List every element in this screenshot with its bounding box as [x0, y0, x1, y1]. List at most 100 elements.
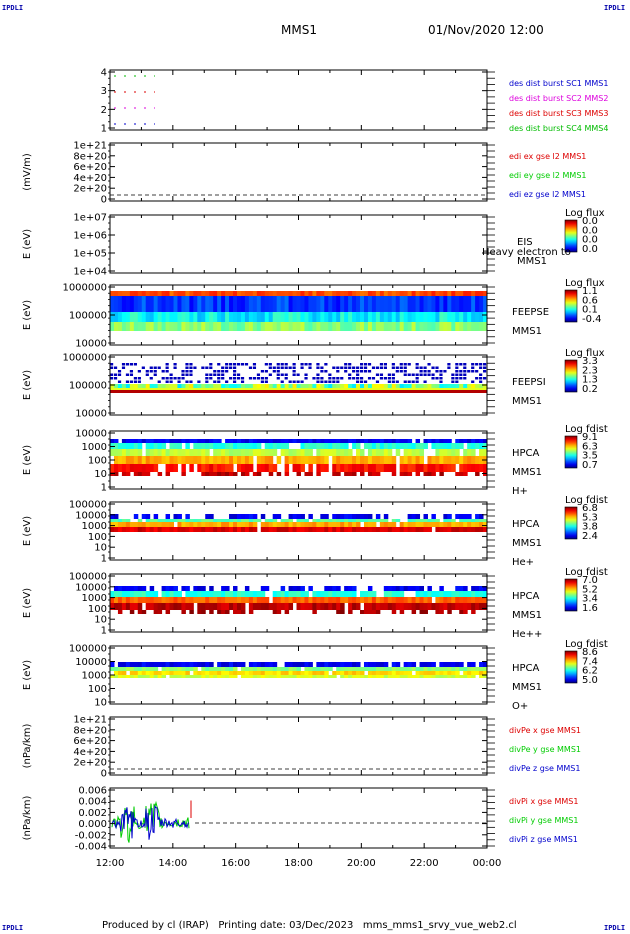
heatmap-cell: [149, 586, 155, 591]
heatmap-cell: [471, 519, 476, 522]
heatmap-cell: [403, 667, 409, 671]
heatmap-cell: [367, 322, 373, 331]
heatmap-cell: [173, 439, 178, 443]
heatmap-cell: [344, 370, 348, 373]
colorbar-tick-label: 3.8: [582, 522, 598, 533]
heatmap-cell: [459, 373, 463, 376]
heatmap-cell: [225, 675, 230, 678]
heatmap-cell: [447, 519, 452, 522]
heatmap-cell: [209, 312, 214, 322]
heatmap-cell: [475, 296, 480, 312]
heatmap-cell: [225, 519, 230, 522]
heatmap-cell: [177, 312, 182, 322]
heatmap-cell: [113, 296, 119, 312]
panel-label: MMS1: [512, 682, 542, 693]
heatmap-cell: [387, 449, 393, 456]
heatmap-cell: [455, 377, 459, 380]
heatmap-cell: [276, 322, 282, 331]
heatmap-cell: [205, 464, 210, 472]
heatmap-cell: [479, 380, 483, 383]
heatmap-cell: [280, 667, 286, 671]
heatmap-cell: [153, 390, 159, 393]
heatmap-cell: [360, 363, 364, 366]
heatmap-cell: [316, 439, 321, 443]
heatmap-cell: [193, 519, 198, 522]
heatmap-cell: [173, 603, 178, 610]
heatmap-cell: [415, 380, 419, 383]
heatmap-cell: [475, 603, 480, 610]
heatmap-cell: [379, 597, 385, 603]
heatmap-cell: [213, 597, 218, 603]
heatmap-cell: [348, 366, 352, 369]
heatmap-cell: [256, 296, 262, 312]
heatmap-cell: [344, 312, 349, 322]
heatmap-cell: [419, 390, 425, 393]
colorbar-title: Log fdist: [565, 495, 608, 506]
heatmap-cell: [352, 370, 356, 373]
heatmap-cell: [423, 370, 427, 373]
heatmap-cell: [467, 522, 472, 527]
heatmap-cell: [399, 443, 405, 449]
heatmap-cell: [435, 591, 440, 597]
heatmap-cell: [185, 384, 190, 388]
heatmap-cell: [137, 439, 143, 443]
heatmap-cell: [455, 363, 459, 366]
heatmap-cell: [129, 610, 135, 614]
heatmap-cell: [145, 312, 151, 322]
heatmap-cell: [248, 449, 254, 456]
heatmap-cell: [193, 312, 198, 322]
heatmap-cell: [391, 439, 397, 443]
heatmap-cell: [407, 449, 413, 456]
heatmap-cell: [161, 384, 167, 388]
heatmap-cell: [137, 377, 141, 380]
heatmap-cell: [348, 363, 352, 366]
heatmap-cell: [439, 662, 444, 667]
heatmap-cell: [153, 456, 159, 464]
heatmap-cell: [153, 667, 159, 671]
heatmap-cell: [395, 591, 401, 597]
heatmap-cell: [177, 662, 182, 667]
heatmap-cell: [149, 449, 155, 456]
heatmap-cell: [371, 377, 376, 380]
series-line: [111, 804, 190, 840]
heatmap-cell: [328, 322, 333, 331]
heatmap-cell: [236, 519, 242, 522]
heatmap-cell: [459, 464, 464, 472]
heatmap-cell: [205, 514, 210, 519]
heatmap-cell: [165, 390, 171, 393]
heatmap-cell: [185, 373, 189, 376]
heatmap-cell: [276, 312, 282, 322]
heatmap-cell: [328, 443, 333, 449]
heatmap-cell: [157, 322, 163, 331]
heatmap-cell: [288, 449, 294, 456]
heatmap-cell: [296, 322, 301, 331]
heatmap-cell: [125, 388, 131, 390]
heatmap-cell: [213, 312, 218, 322]
heatmap-cell: [379, 667, 385, 671]
heatmap-cell: [185, 380, 189, 383]
heatmap-cell: [221, 591, 226, 597]
heatmap-cell: [240, 291, 246, 296]
heatmap-cell: [439, 384, 444, 388]
heatmap-cell: [213, 291, 218, 296]
heatmap-cell: [125, 449, 131, 456]
heatmap-cell: [467, 456, 472, 464]
colorbar: [564, 578, 578, 612]
heatmap-cell: [336, 390, 341, 393]
colorbar-tick-label: 0.6: [582, 295, 598, 306]
heatmap-cell: [189, 597, 194, 603]
heatmap-cell: [475, 522, 480, 527]
colorbar-tick-label: 6.3: [582, 441, 598, 452]
y-tick-label: 0: [101, 195, 107, 206]
heatmap-cell: [304, 662, 309, 667]
heatmap-cell: [153, 610, 159, 614]
heatmap-cell: [316, 380, 320, 383]
heatmap-cell: [451, 597, 456, 603]
heatmap-cell: [117, 671, 123, 675]
heatmap-cell: [419, 384, 425, 388]
heatmap-cell: [129, 390, 135, 393]
heatmap-cell: [304, 527, 309, 532]
heatmap-cell: [181, 312, 186, 322]
heatmap-cell: [145, 439, 151, 443]
heatmap-cell: [244, 675, 250, 678]
